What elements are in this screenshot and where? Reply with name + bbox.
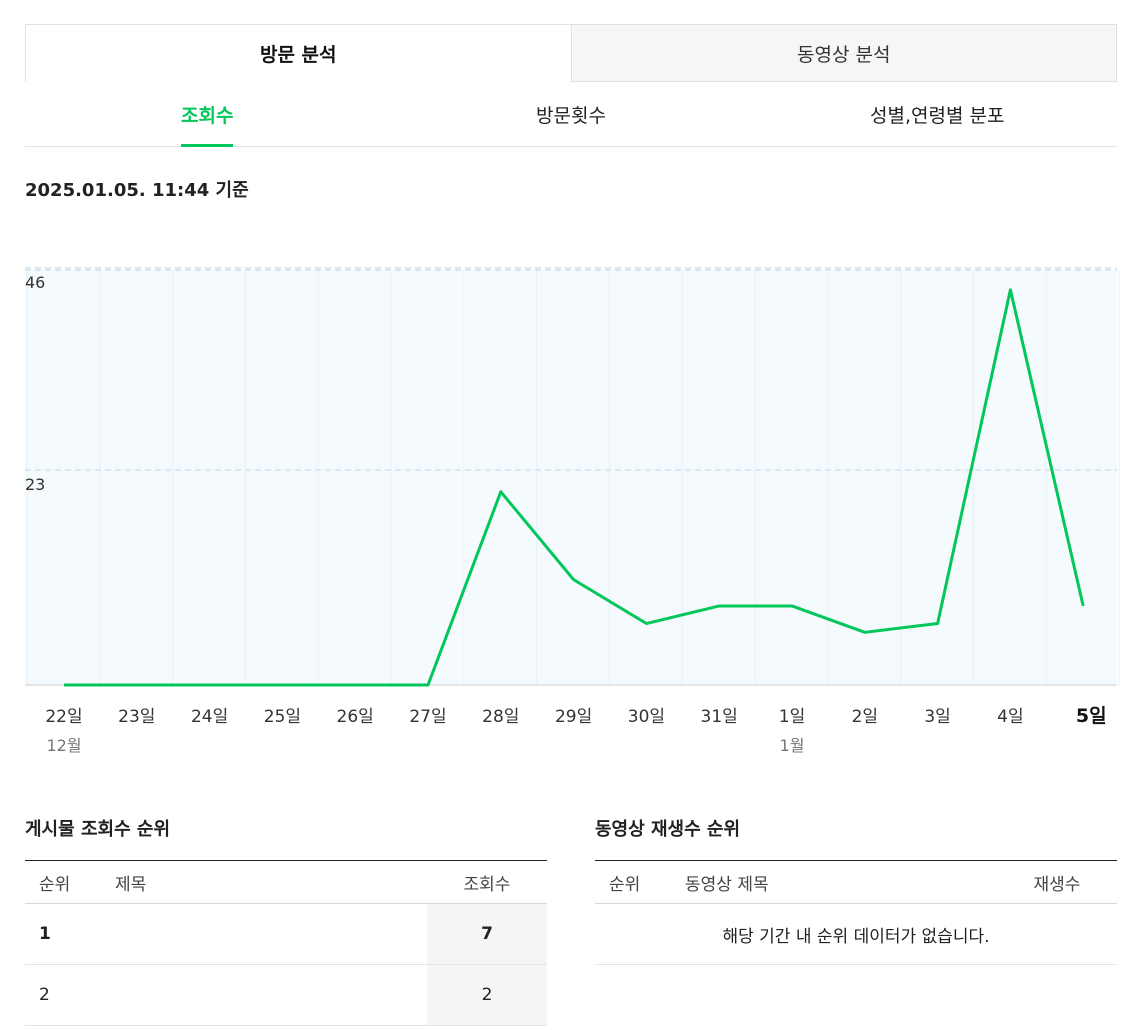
x-tick-label: 24일	[191, 707, 228, 727]
x-tick-label: 2일	[852, 707, 878, 727]
sub-tabs: 조회수 방문횟수 성별,연령별 분포	[25, 82, 1117, 147]
x-tick-label: 27일	[409, 707, 446, 727]
y-tick-label: 46	[25, 273, 45, 292]
empty-row: 해당 기간 내 순위 데이터가 없습니다.	[595, 903, 1117, 965]
x-tick-label: 29일	[555, 707, 592, 727]
col-title: 제목	[99, 860, 427, 904]
subtab-views-label: 조회수	[181, 104, 234, 127]
x-tick-label: 25일	[264, 707, 301, 727]
row-views: 2	[427, 964, 547, 1026]
col-plays: 재생수	[997, 860, 1117, 904]
y-tick-label: 23	[25, 475, 45, 494]
col-rank: 순위	[25, 860, 99, 904]
x-tick-label: 28일	[482, 707, 519, 727]
data-timestamp: 2025.01.05. 11:44 기준	[25, 180, 249, 201]
plot-background	[25, 270, 1117, 685]
subtab-visit-count-label: 방문횟수	[536, 104, 606, 127]
empty-message: 해당 기간 내 순위 데이터가 없습니다.	[595, 903, 1117, 965]
tab-visit-analysis-label: 방문 분석	[259, 44, 337, 66]
x-tick-label: 23일	[118, 707, 155, 727]
x-tick-label: 1일	[779, 707, 805, 727]
x-tick-label: 5일	[1076, 705, 1107, 727]
views-line-chart: 23 46 22일 23일 24일 25일 26일 27일 28일 29일 30일 31일 1일 2일 3일…	[25, 267, 1120, 755]
subtab-gender-age-label: 성별,연령별 분포	[870, 104, 1005, 127]
x-tick-label: 4일	[997, 707, 1023, 727]
row-title[interactable]	[99, 964, 427, 1026]
tab-video-analysis[interactable]: 동영상 분석	[570, 24, 1117, 82]
top-tabs: 방문 분석 동영상 분석	[25, 24, 1117, 82]
video-rank-title: 동영상 재생수 순위	[595, 819, 741, 840]
col-rank: 순위	[595, 860, 669, 904]
row-title[interactable]	[99, 903, 427, 965]
posts-rank-table: 순위 제목 조회수 1 7 2 2	[25, 860, 547, 1026]
col-views: 조회수	[427, 860, 547, 904]
views-series-line	[64, 288, 1085, 687]
table-row[interactable]: 1 7	[25, 903, 547, 965]
month-label: 1월	[780, 736, 805, 755]
row-views: 7	[427, 903, 547, 965]
subtab-gender-age[interactable]: 성별,연령별 분포	[870, 82, 1004, 146]
tab-video-analysis-label: 동영상 분석	[797, 43, 891, 66]
active-tab-underline	[181, 144, 234, 147]
video-rank-table: 순위 동영상 제목 재생수 해당 기간 내 순위 데이터가 없습니다.	[595, 860, 1117, 965]
col-video-title: 동영상 제목	[669, 860, 997, 904]
tab-visit-analysis[interactable]: 방문 분석	[25, 24, 571, 82]
x-tick-label: 31일	[701, 707, 738, 727]
x-tick-label: 26일	[337, 707, 374, 727]
row-rank: 2	[25, 964, 99, 1026]
x-tick-label: 30일	[628, 707, 665, 727]
posts-rank-header-row: 순위 제목 조회수	[25, 860, 547, 904]
table-row[interactable]: 2 2	[25, 964, 547, 1026]
video-rank-header-row: 순위 동영상 제목 재생수	[595, 860, 1117, 904]
subtab-views[interactable]: 조회수	[181, 82, 234, 147]
subtab-visit-count[interactable]: 방문횟수	[536, 82, 606, 146]
x-tick-label: 3일	[924, 707, 950, 727]
month-label: 12월	[46, 736, 81, 755]
row-rank: 1	[25, 903, 99, 965]
x-tick-label: 22일	[45, 707, 82, 727]
posts-rank-title: 게시물 조회수 순위	[25, 819, 171, 840]
